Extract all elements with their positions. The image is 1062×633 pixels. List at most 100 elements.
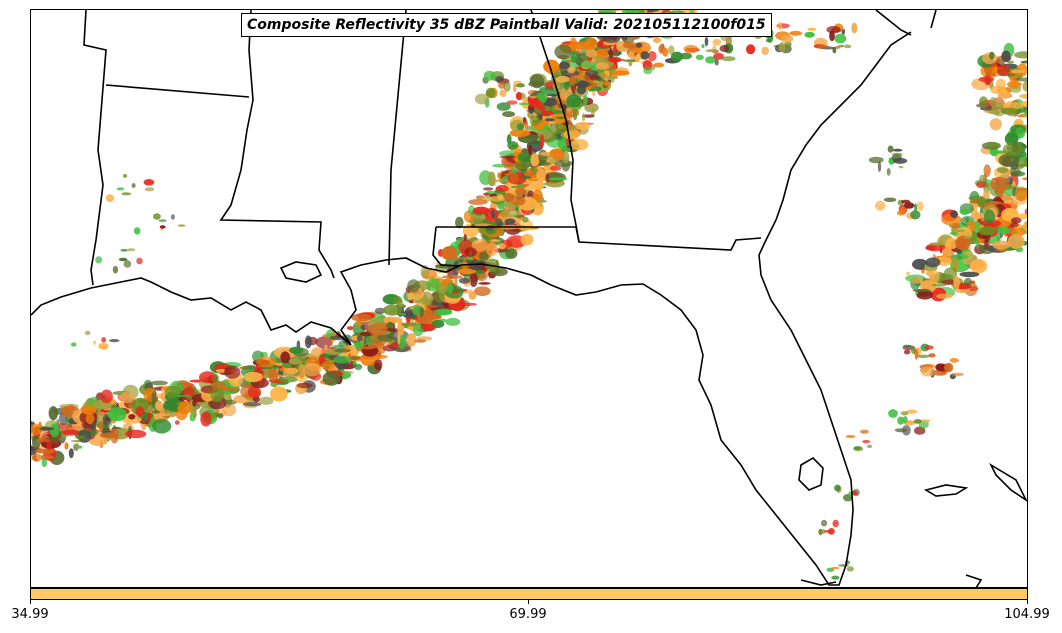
- reflectivity-blob: [978, 96, 989, 109]
- reflectivity-blob: [259, 396, 274, 405]
- reflectivity-blob: [646, 43, 650, 48]
- reflectivity-blob: [159, 225, 166, 229]
- reflectivity-blob: [1007, 81, 1022, 88]
- reflectivity-blob: [989, 51, 995, 60]
- reflectivity-blob: [983, 164, 991, 177]
- reflectivity-blob: [497, 172, 502, 179]
- reflectivity-blob: [945, 237, 958, 250]
- reflectivity-blob: [936, 256, 952, 267]
- reflectivity-blob: [406, 333, 417, 347]
- reflectivity-blob: [603, 81, 611, 86]
- reflectivity-blob: [662, 10, 671, 13]
- reflectivity-blob: [910, 276, 924, 284]
- reflectivity-blob: [585, 70, 599, 77]
- reflectivity-blob: [777, 21, 783, 31]
- reflectivity-blob: [496, 102, 511, 111]
- reflectivity-blob: [499, 89, 507, 97]
- colorbar: [30, 588, 1028, 600]
- reflectivity-blob: [712, 38, 722, 46]
- reflectivity-blob: [897, 416, 905, 425]
- reflectivity-blob: [510, 195, 526, 206]
- reflectivity-blob: [503, 81, 511, 92]
- reflectivity-blob: [1001, 107, 1019, 115]
- reflectivity-blob: [516, 219, 534, 231]
- reflectivity-blob: [976, 181, 986, 189]
- reflectivity-blob: [572, 108, 578, 121]
- reflectivity-blob: [916, 201, 924, 211]
- reflectivity-blob: [346, 326, 354, 331]
- colorbar-tick-mark: [1027, 600, 1028, 604]
- reflectivity-map: [31, 10, 1027, 587]
- reflectivity-blob: [566, 94, 582, 108]
- reflectivity-blob: [54, 436, 62, 439]
- reflectivity-blob: [456, 302, 478, 306]
- colorbar-tick-label-min: 34.99: [11, 607, 49, 622]
- reflectivity-blob: [532, 101, 544, 109]
- reflectivity-blob: [898, 165, 904, 169]
- reflectivity-blob: [844, 44, 852, 49]
- reflectivity-blob: [886, 168, 891, 176]
- reflectivity-blob: [374, 307, 386, 314]
- reflectivity-blob: [549, 148, 565, 160]
- reflectivity-blob: [892, 148, 903, 152]
- reflectivity-blob: [116, 187, 125, 191]
- reflectivity-blob: [487, 171, 496, 187]
- reflectivity-blob: [826, 25, 841, 34]
- reflectivity-blob: [1011, 217, 1022, 224]
- reflectivity-blob: [1026, 158, 1027, 163]
- reflectivity-blob: [118, 392, 136, 404]
- paintball-blobs: [31, 10, 1027, 580]
- reflectivity-blob: [177, 401, 192, 415]
- reflectivity-blob: [566, 107, 572, 112]
- reflectivity-blob: [48, 406, 58, 421]
- reflectivity-blob: [989, 118, 1002, 131]
- reflectivity-blob: [1019, 93, 1027, 99]
- reflectivity-blob: [832, 519, 839, 528]
- reflectivity-blob: [546, 177, 568, 181]
- reflectivity-blob: [109, 339, 120, 343]
- reflectivity-blob: [570, 138, 589, 151]
- reflectivity-blob: [516, 123, 525, 131]
- reflectivity-blob: [996, 167, 1009, 173]
- reflectivity-blob: [509, 172, 519, 184]
- reflectivity-blob: [270, 386, 288, 402]
- reflectivity-blob: [247, 385, 262, 399]
- reflectivity-blob: [910, 210, 921, 220]
- reflectivity-blob: [990, 176, 1010, 192]
- reflectivity-blob: [1020, 60, 1027, 64]
- reflectivity-blob: [704, 36, 709, 47]
- reflectivity-blob: [31, 423, 43, 436]
- reflectivity-blob: [670, 51, 684, 62]
- reflectivity-blob: [1014, 186, 1027, 202]
- reflectivity-blob: [954, 229, 966, 232]
- reflectivity-blob: [680, 52, 692, 60]
- reflectivity-blob: [490, 209, 496, 219]
- reflectivity-blob: [719, 44, 730, 53]
- reflectivity-blob: [574, 41, 591, 50]
- reflectivity-blob: [123, 174, 128, 178]
- reflectivity-blob: [851, 22, 858, 34]
- reflectivity-blob: [559, 61, 570, 70]
- reflectivity-blob: [1014, 77, 1027, 82]
- reflectivity-blob: [860, 429, 869, 434]
- reflectivity-blob: [189, 413, 196, 422]
- reflectivity-blob: [510, 185, 520, 189]
- reflectivity-blob: [62, 429, 80, 436]
- reflectivity-blob: [914, 426, 926, 435]
- reflectivity-blob: [539, 151, 552, 156]
- reflectivity-blob: [463, 234, 467, 242]
- reflectivity-blob: [761, 46, 769, 56]
- reflectivity-blob: [474, 93, 490, 105]
- reflectivity-blob: [49, 423, 60, 438]
- reflectivity-blob: [789, 30, 803, 36]
- reflectivity-blob: [158, 219, 167, 223]
- reflectivity-blob: [925, 257, 941, 268]
- reflectivity-blob: [499, 155, 517, 159]
- reflectivity-blob: [940, 279, 958, 285]
- reflectivity-blob: [302, 362, 322, 377]
- reflectivity-blob: [364, 350, 374, 354]
- reflectivity-blob: [950, 210, 958, 219]
- reflectivity-blob: [151, 410, 161, 414]
- reflectivity-blob: [986, 142, 1000, 150]
- reflectivity-blob: [582, 112, 586, 122]
